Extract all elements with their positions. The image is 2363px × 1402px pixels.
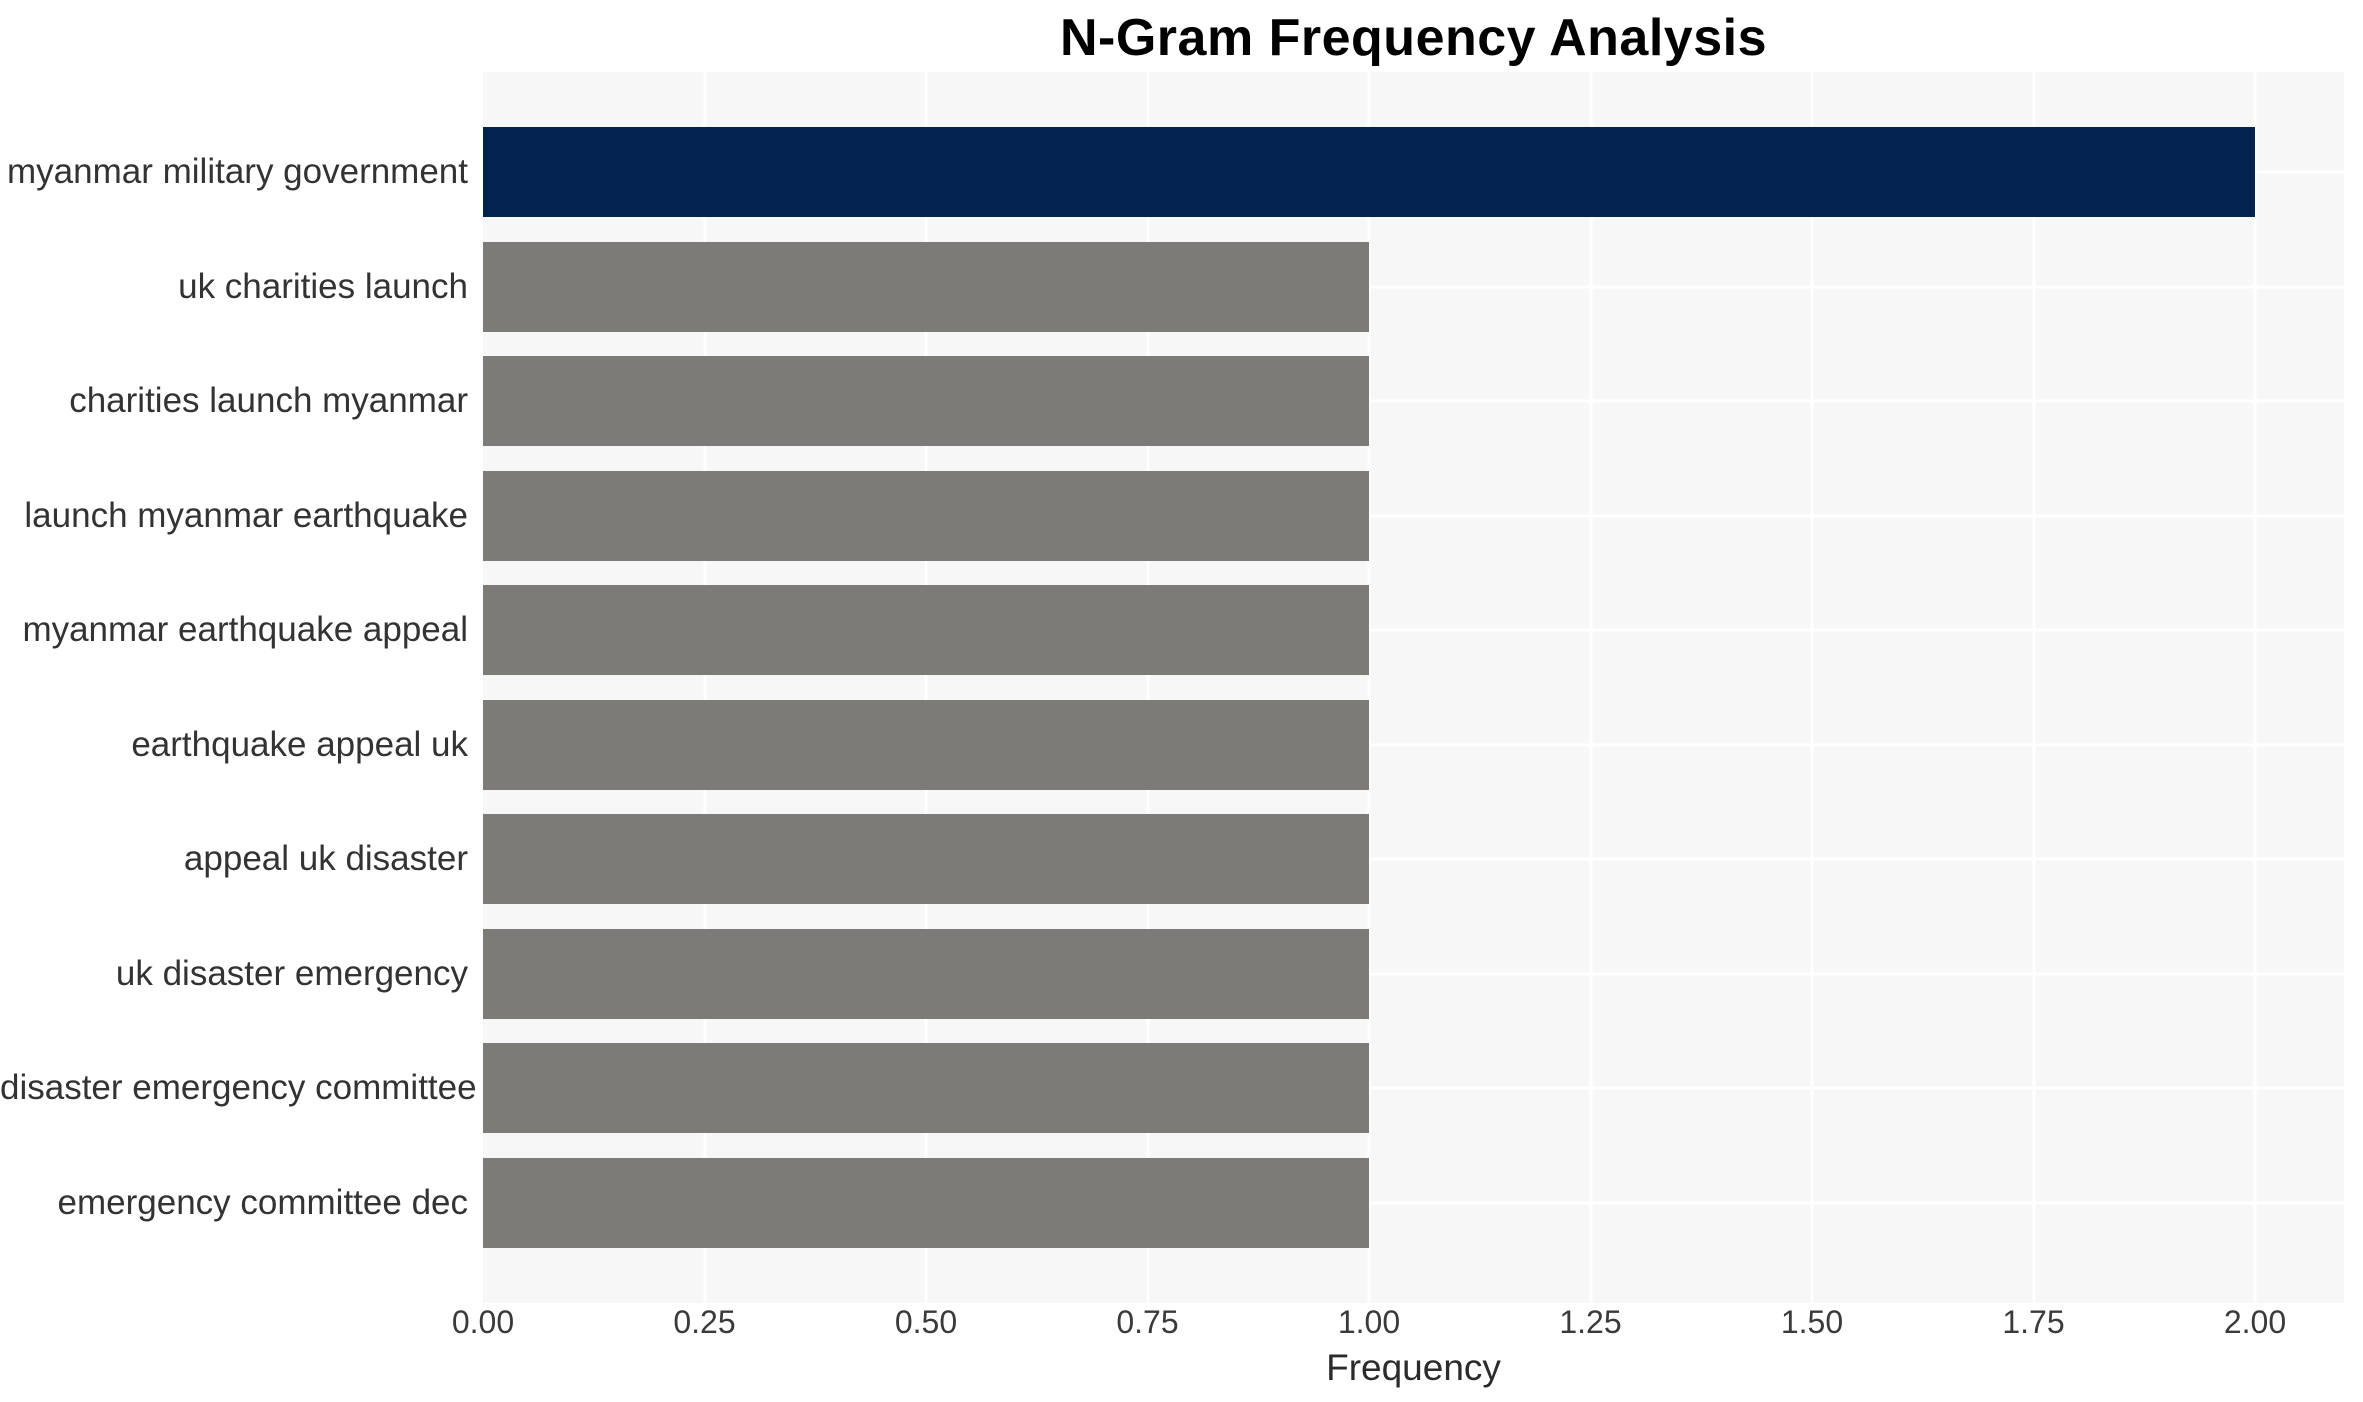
- vertical-gridline: [1810, 72, 1814, 1303]
- horizontal-gridline: [483, 285, 2344, 289]
- vertical-gridline: [703, 72, 706, 1303]
- x-tick-label: 1.50: [1780, 1304, 1844, 1340]
- x-tick-label: 1.25: [1559, 1304, 1622, 1340]
- y-tick-label: myanmar earthquake appeal: [22, 610, 468, 650]
- horizontal-gridline: [483, 857, 2344, 861]
- x-tick-label: 1.00: [1337, 1304, 1401, 1340]
- bar: [483, 470, 1369, 561]
- y-tick-label: uk charities launch: [178, 266, 468, 306]
- bar: [483, 814, 1369, 905]
- y-tick-label: appeal uk disaster: [183, 839, 468, 879]
- horizontal-gridline: [483, 1201, 2344, 1205]
- vertical-gridline: [1146, 72, 1149, 1303]
- y-tick-label: launch myanmar earthquake: [24, 495, 468, 535]
- bar: [483, 585, 1369, 676]
- horizontal-gridline: [483, 972, 2344, 976]
- y-tick-label: disaster emergency committee: [0, 1068, 477, 1108]
- vertical-gridline: [1589, 72, 1592, 1303]
- x-tick-label: 0.25: [673, 1304, 736, 1340]
- horizontal-gridline: [483, 743, 2344, 747]
- x-axis-label: Frequency: [1326, 1347, 1501, 1388]
- bar: [483, 356, 1369, 447]
- y-tick-label: myanmar military government: [7, 152, 468, 191]
- plot-area: [483, 72, 2344, 1303]
- x-tick-label: 0.00: [451, 1304, 515, 1340]
- horizontal-gridline: [483, 628, 2344, 632]
- vertical-gridline: [1367, 72, 1371, 1303]
- vertical-gridline: [2253, 72, 2257, 1303]
- y-tick-label: earthquake appeal uk: [131, 724, 468, 764]
- bar: [483, 699, 1369, 790]
- chart-title: N-Gram Frequency Analysis: [1059, 9, 1768, 67]
- bar: [483, 241, 1369, 332]
- vertical-gridline: [924, 72, 928, 1303]
- bar: [483, 127, 2255, 217]
- y-tick-label: charities launch myanmar: [69, 381, 468, 421]
- y-tick-label: emergency committee dec: [57, 1183, 468, 1223]
- bar: [483, 928, 1369, 1019]
- horizontal-gridline: [483, 514, 2344, 518]
- vertical-gridline: [2032, 72, 2035, 1303]
- x-tick-label: 0.75: [1116, 1304, 1179, 1340]
- bar: [483, 1158, 1369, 1249]
- x-tick-label: 2.00: [2223, 1304, 2287, 1340]
- bar: [483, 1043, 1369, 1134]
- x-tick-label: 0.50: [894, 1304, 958, 1340]
- y-tick-label: uk disaster emergency: [115, 953, 468, 993]
- horizontal-gridline: [483, 1086, 2344, 1090]
- horizontal-gridline: [483, 399, 2344, 403]
- x-tick-label: 1.75: [2002, 1304, 2065, 1340]
